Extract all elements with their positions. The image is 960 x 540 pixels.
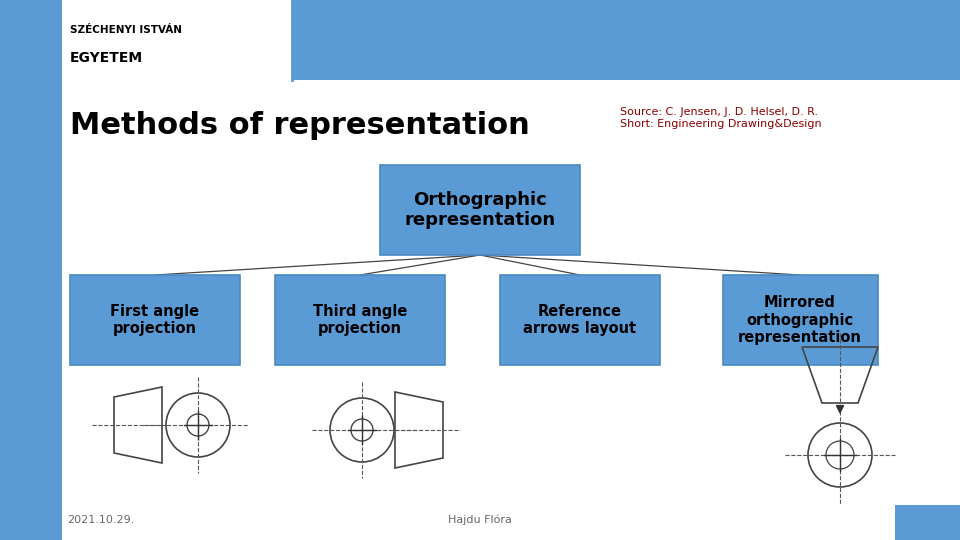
FancyBboxPatch shape: [380, 165, 580, 255]
Text: 2021.10.29.: 2021.10.29.: [67, 515, 134, 525]
Text: EGYETEM: EGYETEM: [70, 51, 143, 65]
FancyBboxPatch shape: [723, 275, 877, 365]
Bar: [0, 0, 62, 540]
Bar: [895, 505, 960, 540]
Text: Hajdu Flóra: Hajdu Flóra: [448, 515, 512, 525]
Text: Source: C. Jensen, J. D. Helsel, D. R.
Short: Engineering Drawing&Design: Source: C. Jensen, J. D. Helsel, D. R. S…: [620, 107, 822, 129]
FancyBboxPatch shape: [70, 275, 240, 365]
Text: SZÉCHENYI ISTVÁN: SZÉCHENYI ISTVÁN: [70, 25, 182, 36]
Text: Mirrored
orthographic
representation: Mirrored orthographic representation: [738, 295, 862, 345]
Bar: [62, 0, 292, 80]
FancyBboxPatch shape: [500, 275, 660, 365]
Text: First angle
projection: First angle projection: [110, 304, 200, 336]
Text: Third angle
projection: Third angle projection: [313, 304, 407, 336]
Text: Reference
arrows layout: Reference arrows layout: [523, 304, 636, 336]
Text: Methods of representation: Methods of representation: [70, 111, 530, 139]
Text: Orthographic
representation: Orthographic representation: [404, 191, 556, 229]
Bar: [0, 0, 960, 80]
FancyBboxPatch shape: [275, 275, 445, 365]
